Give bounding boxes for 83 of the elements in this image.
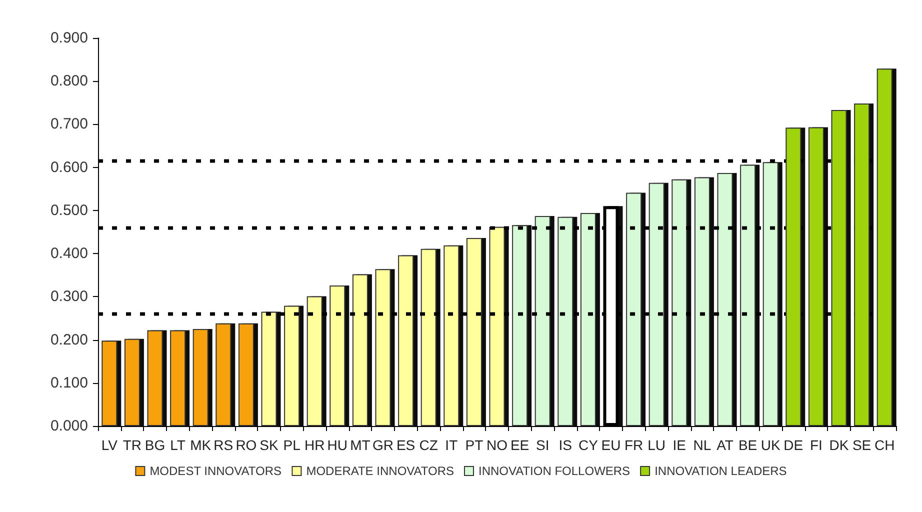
y-tick-label: 0.300 — [50, 288, 88, 306]
x-tick-label: NO — [486, 437, 508, 453]
y-tick-label: 0.800 — [50, 72, 88, 90]
bar — [831, 110, 847, 426]
bar — [420, 248, 436, 426]
bar — [466, 238, 482, 426]
x-tick-label: PT — [465, 437, 484, 453]
x-tick-label: AT — [716, 437, 734, 453]
y-tick-label: 0.500 — [50, 202, 88, 219]
legend-label: MODERATE INNOVATORS — [306, 464, 454, 478]
bar — [375, 269, 391, 426]
bar — [398, 255, 414, 426]
bar — [580, 213, 596, 426]
bar — [102, 340, 118, 426]
x-tick-label: LV — [101, 437, 118, 453]
y-tick-label: 0.700 — [50, 116, 88, 133]
y-tick-label: 0.200 — [50, 331, 88, 348]
x-tick-label: CH — [874, 437, 895, 453]
bar — [762, 162, 778, 426]
y-tick-label: 0.100 — [50, 374, 88, 392]
x-tick-label: HR — [304, 437, 325, 453]
bar — [444, 245, 460, 426]
x-tick-label: RS — [214, 437, 234, 453]
bar — [876, 68, 892, 426]
x-tick-label: FI — [810, 437, 822, 453]
bar — [192, 329, 208, 426]
bar — [216, 323, 232, 426]
bar — [717, 172, 733, 426]
legend-label: INNOVATION FOLLOWERS — [478, 464, 630, 478]
x-tick-label: HU — [327, 437, 348, 453]
x-tick-label: EU — [601, 437, 621, 453]
bar — [330, 285, 346, 426]
x-tick-label: UK — [760, 437, 781, 453]
bar — [558, 216, 574, 426]
x-tick-label: NL — [693, 437, 712, 453]
x-tick-label: ES — [396, 437, 416, 453]
x-tick-label: BG — [144, 437, 166, 453]
y-tick-label: 0.400 — [50, 245, 88, 262]
bar — [306, 296, 322, 426]
bar — [147, 330, 163, 426]
bar — [854, 104, 870, 426]
x-tick-label: EE — [510, 437, 530, 453]
x-tick-label: LU — [648, 437, 666, 453]
y-tick-label: 0.600 — [50, 158, 88, 176]
bar — [740, 164, 756, 426]
x-tick-label: GR — [372, 437, 394, 453]
bar — [284, 306, 300, 426]
bar — [534, 216, 550, 426]
x-tick-label: MT — [350, 437, 371, 453]
x-tick-label: DE — [784, 437, 804, 453]
x-tick-label: SK — [260, 437, 279, 453]
x-tick-label: CZ — [419, 437, 438, 453]
x-tick-label: FR — [624, 437, 644, 453]
bar — [170, 330, 186, 426]
x-tick-label: IS — [558, 437, 572, 453]
x-tick-label: RO — [236, 437, 257, 453]
x-tick-label: LT — [170, 437, 186, 453]
x-tick-label: MK — [190, 437, 212, 453]
x-tick-label: IE — [672, 437, 686, 453]
x-tick-label: DK — [829, 437, 850, 453]
x-tick-label: SI — [536, 437, 550, 453]
x-tick-label: SE — [852, 437, 872, 453]
bar — [261, 312, 277, 426]
bar — [808, 127, 824, 426]
x-tick-label: CY — [578, 437, 599, 453]
bar — [512, 225, 528, 426]
x-tick-label: IT — [445, 437, 458, 453]
bar — [786, 128, 802, 426]
bar — [489, 226, 505, 426]
legend-label: MODEST INNOVATORS — [150, 464, 282, 478]
bar — [648, 182, 664, 426]
y-tick-label: 0.900 — [50, 30, 88, 46]
bar — [672, 179, 688, 426]
legend-label: INNOVATION LEADERS — [654, 464, 787, 478]
bar — [352, 274, 368, 426]
bar — [694, 177, 710, 426]
bar — [238, 323, 254, 426]
bar — [124, 338, 140, 426]
y-tick-label: 0.000 — [50, 418, 88, 434]
x-tick-label: TR — [122, 437, 142, 453]
x-tick-label: PL — [283, 437, 301, 453]
bar — [626, 192, 642, 426]
x-tick-label: BE — [738, 437, 758, 453]
